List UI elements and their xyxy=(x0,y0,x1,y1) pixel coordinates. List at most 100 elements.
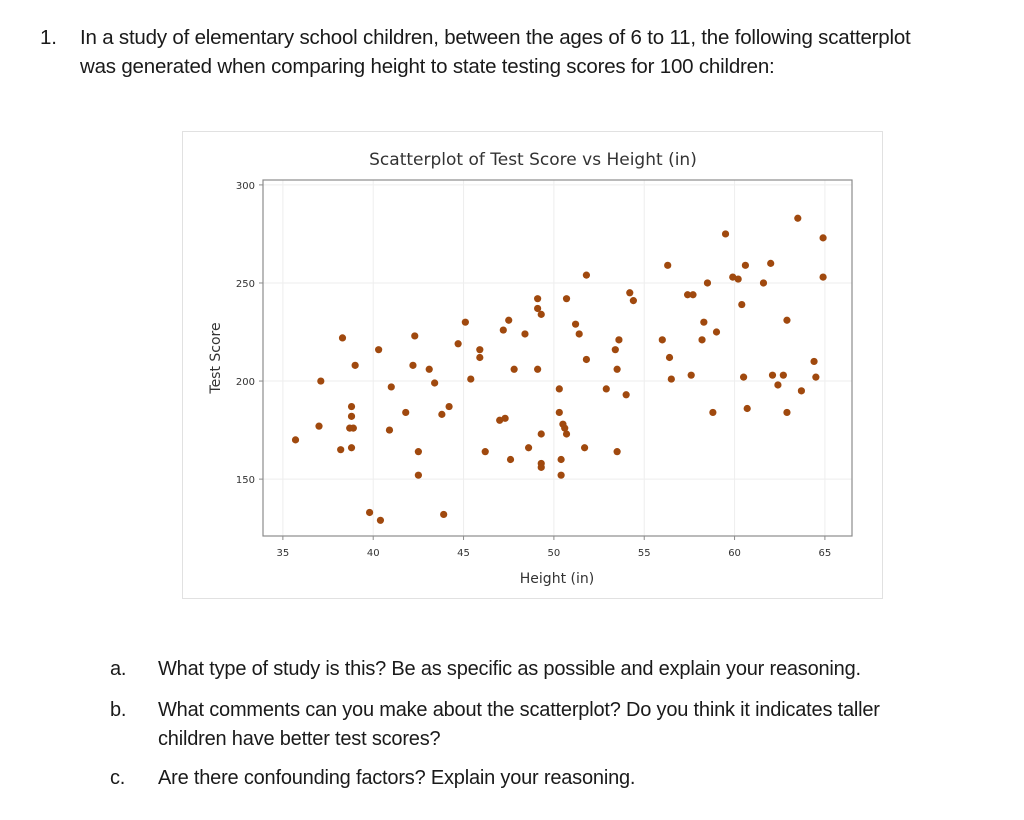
data-point xyxy=(629,297,637,305)
data-point xyxy=(613,448,621,456)
gridlines xyxy=(263,180,852,536)
data-point xyxy=(759,279,768,287)
subquestion-label: a. xyxy=(110,658,127,680)
data-point xyxy=(375,346,383,354)
data-point xyxy=(734,275,742,283)
plot-frame xyxy=(262,179,853,537)
data-point xyxy=(557,455,565,464)
data-point xyxy=(698,336,706,344)
data-point xyxy=(499,326,507,334)
data-point xyxy=(626,289,634,297)
data-point xyxy=(561,424,569,432)
data-point xyxy=(703,279,712,287)
data-point xyxy=(347,402,356,411)
data-point xyxy=(349,424,357,432)
data-point xyxy=(461,318,469,326)
data-point xyxy=(365,508,374,517)
x-axis-ticks: 35 40 45 50 55 60 65 xyxy=(277,536,831,559)
data-point xyxy=(425,365,433,373)
data-point xyxy=(476,346,484,354)
data-point xyxy=(743,404,751,413)
data-point xyxy=(454,340,462,348)
subquestion-label: b. xyxy=(110,699,127,721)
data-point xyxy=(476,353,484,362)
data-point xyxy=(709,408,717,417)
data-point xyxy=(402,408,410,417)
data-point xyxy=(571,320,580,328)
data-point xyxy=(783,408,791,417)
data-point xyxy=(812,373,820,381)
data-point xyxy=(317,377,325,385)
x-tick-label: 35 xyxy=(277,548,290,559)
scatterplot-figure: 35 40 45 50 55 60 65 150 200 250 300 Scatterplot … xyxy=(182,131,883,599)
question-number: 1. xyxy=(40,26,57,49)
data-point xyxy=(385,426,394,434)
data-point xyxy=(582,355,591,364)
y-tick-label: 150 xyxy=(236,475,255,486)
data-point xyxy=(797,387,806,395)
data-point xyxy=(481,448,489,456)
data-point xyxy=(613,365,621,373)
question-1: 1. In a study of elementary school child… xyxy=(0,24,1024,84)
data-point xyxy=(774,381,782,389)
data-point xyxy=(602,385,610,393)
subquestion-b: b. What comments can you make about the s… xyxy=(110,696,970,754)
data-point xyxy=(376,516,385,524)
data-point xyxy=(315,422,323,430)
data-point xyxy=(347,412,356,420)
data-point xyxy=(721,230,730,238)
data-point xyxy=(555,385,563,393)
subquestion-text: What comments can you make about the sca… xyxy=(158,699,880,721)
y-axis-ticks: 150 200 250 300 xyxy=(236,181,263,486)
data-point xyxy=(738,300,746,309)
x-tick-label: 60 xyxy=(728,548,741,559)
x-axis-label: Height (in) xyxy=(520,571,594,587)
data-point xyxy=(783,316,791,324)
data-point xyxy=(729,273,737,281)
data-point xyxy=(409,361,417,369)
data-point xyxy=(767,259,775,267)
data-point xyxy=(779,371,787,379)
data-point xyxy=(739,373,748,381)
y-tick-label: 250 xyxy=(236,279,255,290)
data-point xyxy=(337,446,345,454)
data-point xyxy=(351,361,359,369)
data-point xyxy=(581,444,589,452)
data-point xyxy=(794,214,802,222)
data-point xyxy=(510,365,518,373)
scatterplot-svg: 35 40 45 50 55 60 65 150 200 250 300 Scatterplot … xyxy=(208,150,853,587)
data-point xyxy=(411,332,419,340)
data-point xyxy=(496,416,504,424)
data-point xyxy=(562,295,571,303)
data-point xyxy=(575,330,583,338)
data-point xyxy=(537,463,545,471)
data-point xyxy=(291,436,300,444)
data-point xyxy=(501,414,509,422)
data-point xyxy=(667,375,675,383)
data-point xyxy=(537,430,545,438)
data-point xyxy=(582,271,591,279)
data-point xyxy=(768,371,777,379)
data-point xyxy=(658,336,666,344)
data-point xyxy=(700,318,708,326)
data-point xyxy=(347,444,356,452)
data-point xyxy=(687,371,695,379)
data-point xyxy=(555,408,563,417)
data-point xyxy=(562,430,571,438)
question-text-line-2: was generated when comparing height to s… xyxy=(80,55,775,78)
data-point xyxy=(445,402,453,411)
question-text-line-1: In a study of elementary school children… xyxy=(80,26,911,49)
data-point xyxy=(712,328,721,336)
data-point xyxy=(414,471,422,479)
x-tick-label: 45 xyxy=(457,548,470,559)
data-point xyxy=(414,448,422,456)
data-point xyxy=(521,330,529,338)
subquestion-c: c. Are there confounding factors? Explain… xyxy=(110,764,970,793)
chart-title: Scatterplot of Test Score vs Height (in) xyxy=(369,150,697,170)
data-point xyxy=(689,291,697,299)
data-point xyxy=(537,310,545,318)
y-axis-label: Test Score xyxy=(208,322,224,394)
data-point xyxy=(557,471,565,479)
data-point xyxy=(387,383,395,391)
x-tick-label: 50 xyxy=(548,548,561,559)
